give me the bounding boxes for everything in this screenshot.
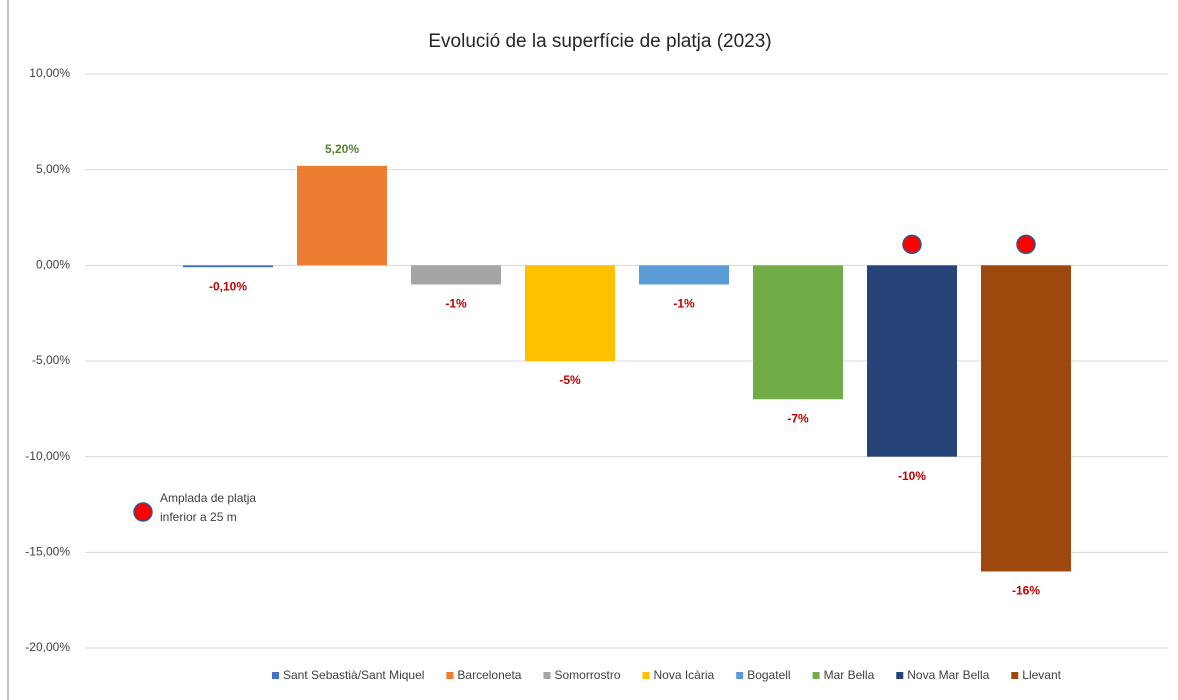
annotation-text: inferior a 25 m <box>160 510 237 524</box>
flag-marker <box>902 234 922 255</box>
bar <box>411 265 501 285</box>
legend-swatch <box>543 672 551 679</box>
legend-swatch <box>446 672 454 679</box>
legend-label: Barceloneta <box>457 668 521 682</box>
bar <box>297 165 387 266</box>
y-tick-label: -20,00% <box>25 640 70 654</box>
legend-label: Sant Sebastià/Sant Miquel <box>283 668 424 682</box>
legend-swatch <box>1011 672 1019 679</box>
legend-label: Nova Icària <box>654 668 715 682</box>
y-tick-label: 0,00% <box>36 258 70 272</box>
y-tick-label: 5,00% <box>36 162 70 176</box>
value-label: -1% <box>445 297 467 311</box>
legend-label: Llevant <box>1022 668 1061 682</box>
legend-label: Somorrostro <box>554 668 620 682</box>
bar <box>981 265 1071 572</box>
legend-swatch <box>642 672 650 679</box>
flag-marker <box>1016 234 1036 255</box>
y-tick-label: 10,00% <box>29 66 70 80</box>
value-label: -10% <box>898 469 926 483</box>
y-tick-label: -10,00% <box>25 449 70 463</box>
chart-title: Evolució de la superfície de platja (202… <box>428 31 771 52</box>
value-label: -16% <box>1012 584 1040 598</box>
bar <box>525 265 615 361</box>
legend-label: Bogatell <box>747 668 790 682</box>
value-label: -5% <box>559 373 581 387</box>
legend-label: Mar Bella <box>824 668 875 682</box>
y-tick-label: -5,00% <box>32 353 70 367</box>
bar <box>867 265 957 457</box>
value-label: 5,20% <box>325 142 359 156</box>
legend-swatch <box>272 672 279 679</box>
legend-swatch <box>896 672 904 679</box>
bar <box>753 265 843 400</box>
annotation-text: Amplada de platja <box>160 491 256 505</box>
bar <box>639 265 729 285</box>
legend-swatch <box>736 672 744 679</box>
y-tick-label: -15,00% <box>25 545 70 559</box>
value-label: -0,10% <box>209 279 247 293</box>
legend-label: Nova Mar Bella <box>907 668 989 682</box>
value-label: -7% <box>787 411 809 425</box>
legend-swatch <box>812 672 820 679</box>
annotation-marker <box>133 502 153 522</box>
bar <box>183 265 273 268</box>
value-label: -1% <box>673 297 695 311</box>
